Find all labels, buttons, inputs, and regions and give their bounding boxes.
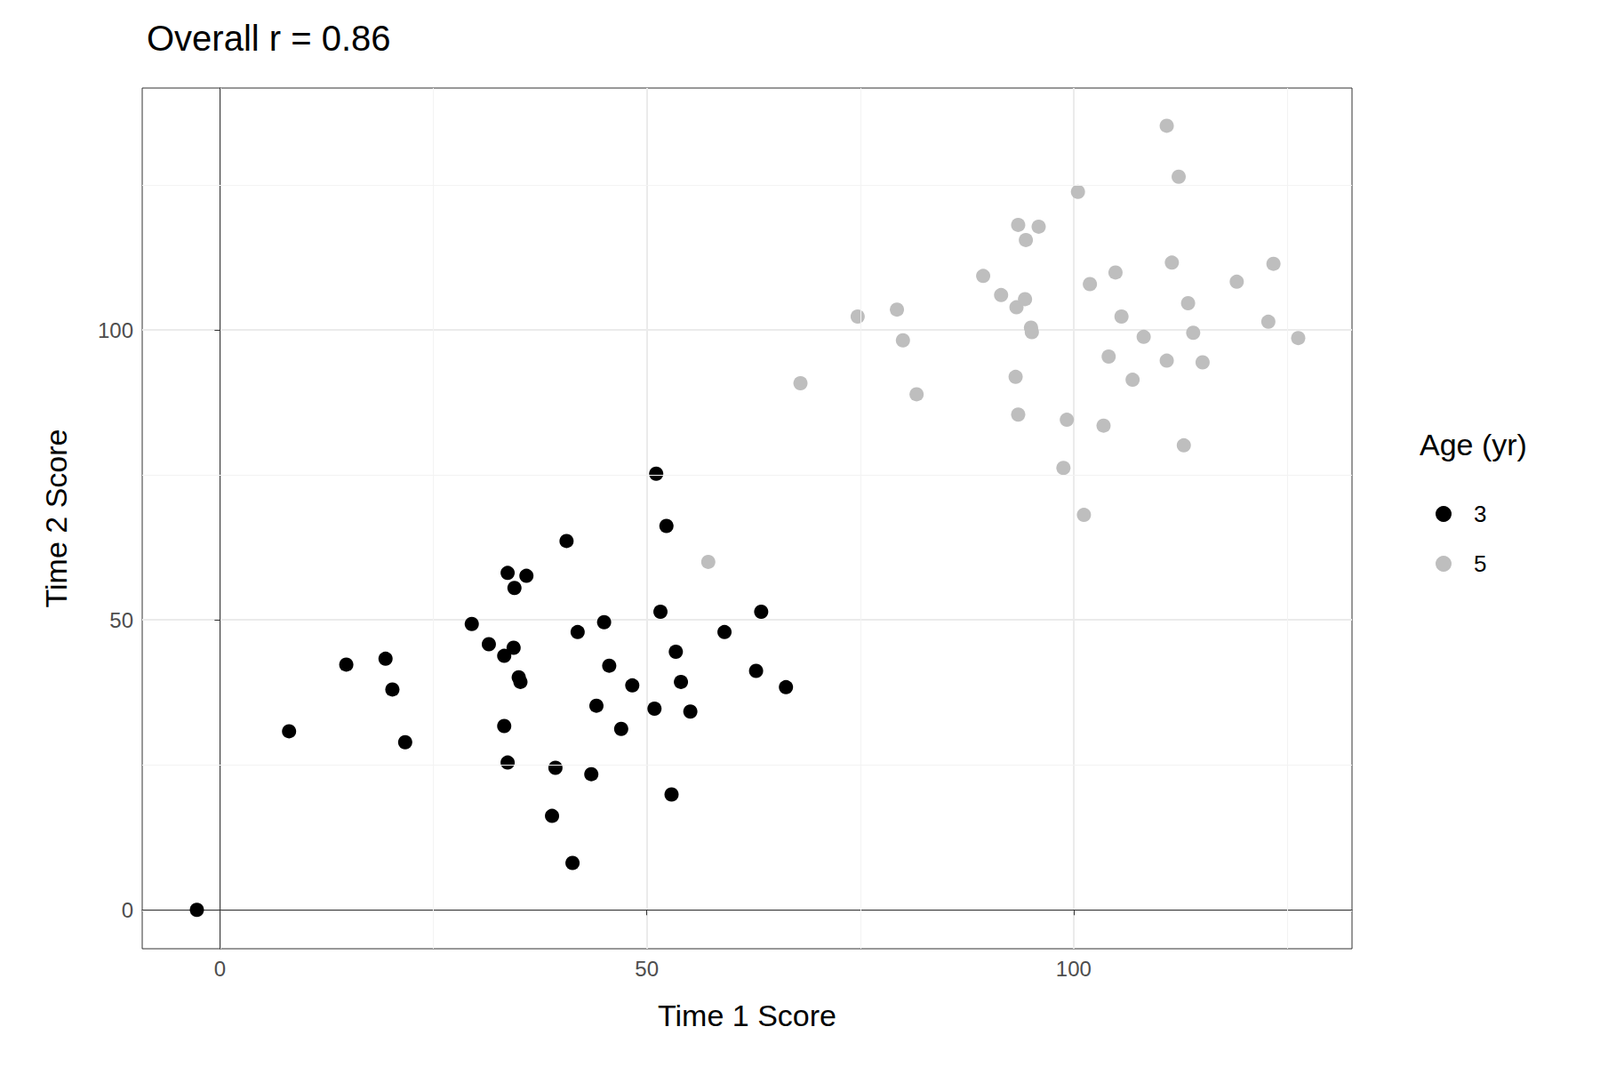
svg-text:3: 3 xyxy=(1473,500,1487,528)
svg-text:100: 100 xyxy=(97,318,134,343)
svg-text:5: 5 xyxy=(1473,550,1487,577)
svg-text:0: 0 xyxy=(214,956,226,981)
svg-text:Age (yr): Age (yr) xyxy=(1419,427,1528,462)
svg-text:Overall r = 0.86: Overall r = 0.86 xyxy=(146,18,392,58)
svg-text:50: 50 xyxy=(109,608,134,632)
svg-text:100: 100 xyxy=(1056,956,1092,981)
svg-text:Time 1 Score: Time 1 Score xyxy=(657,998,837,1032)
svg-text:0: 0 xyxy=(121,897,134,922)
svg-text:Time 2 Score: Time 2 Score xyxy=(39,429,73,608)
svg-text:50: 50 xyxy=(634,956,659,981)
